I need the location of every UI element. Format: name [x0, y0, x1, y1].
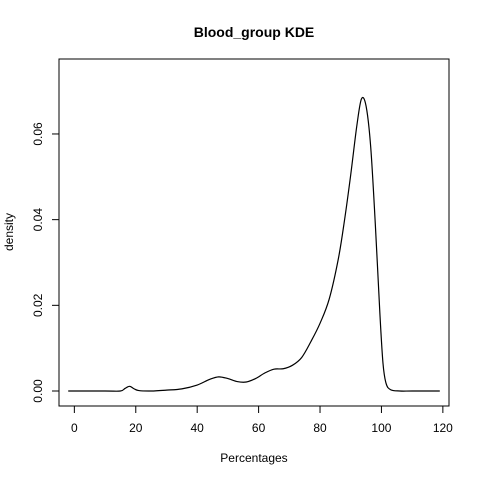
- x-axis-label: Percentages: [220, 451, 287, 465]
- x-tick-label: 80: [313, 421, 327, 435]
- y-tick-label: 0.06: [31, 122, 45, 146]
- y-axis-label: density: [2, 213, 16, 251]
- chart-title: Blood_group KDE: [194, 24, 315, 40]
- x-tick-label: 60: [252, 421, 266, 435]
- x-tick-label: 40: [191, 421, 205, 435]
- y-tick-label: 0.02: [31, 293, 45, 317]
- y-tick-label: 0.04: [31, 208, 45, 232]
- x-tick-label: 0: [71, 421, 78, 435]
- x-tick-label: 120: [433, 421, 453, 435]
- plot-box: [58, 58, 450, 407]
- x-axis: 0 20 40 60 80 100 120: [71, 405, 453, 435]
- density-curve: [68, 96, 440, 392]
- x-tick-label: 100: [371, 421, 391, 435]
- x-tick-label: 20: [129, 421, 143, 435]
- y-axis: 0.00 0.02 0.04 0.06: [31, 122, 60, 403]
- y-tick-label: 0.00: [31, 379, 45, 403]
